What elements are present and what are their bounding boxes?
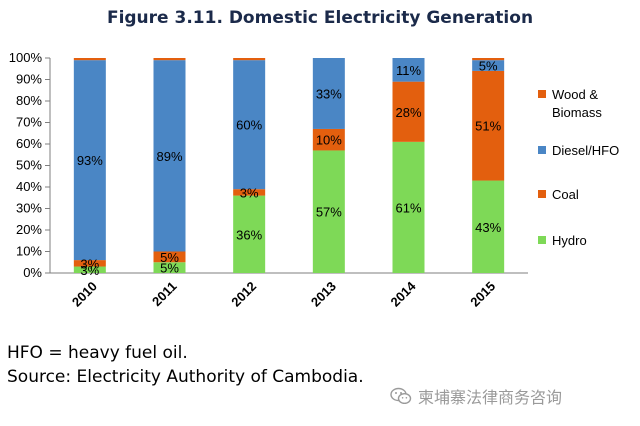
bar-diesel-hfo-2012 — [233, 60, 266, 190]
data-label: 33% — [316, 86, 342, 101]
y-tick-label: 20% — [16, 222, 42, 237]
legend-swatch — [538, 236, 546, 244]
y-tick-label: 80% — [16, 93, 42, 108]
legend-label: Wood & — [552, 87, 598, 102]
bar-wood-biomass-2011 — [153, 58, 186, 61]
watermark: 柬埔寨法律商务咨询 — [390, 384, 562, 408]
bar-coal-2011 — [153, 251, 186, 263]
bar-coal-2015 — [472, 70, 505, 181]
legend-swatch — [538, 90, 546, 98]
data-label: 93% — [77, 153, 103, 168]
bar-hydro-2015 — [472, 180, 505, 273]
data-label: 11% — [396, 63, 421, 78]
y-tick-label: 100% — [9, 50, 43, 65]
note-source: Source: Electricity Authority of Cambodi… — [7, 367, 364, 387]
data-label: 10% — [316, 133, 342, 148]
data-label: 5% — [479, 59, 498, 74]
bar-wood-biomass-2012 — [233, 58, 266, 61]
bar-coal-2013 — [312, 128, 345, 151]
legend-swatch — [538, 190, 546, 198]
bar-diesel-hfo-2015 — [472, 60, 505, 71]
bar-hydro-2011 — [153, 262, 186, 273]
data-label: 60% — [236, 118, 262, 133]
x-tick-label: 2015 — [467, 279, 498, 310]
legend-label: Hydro — [552, 233, 587, 248]
data-label: 3% — [80, 263, 99, 278]
legend-swatch — [538, 146, 546, 154]
data-label: 89% — [156, 149, 182, 164]
bar-wood-biomass-2015 — [472, 58, 505, 61]
y-tick-label: 40% — [16, 179, 42, 194]
note-hfo: HFO = heavy fuel oil. — [7, 343, 188, 363]
y-tick-label: 70% — [16, 115, 42, 130]
x-tick-label: 2011 — [149, 279, 180, 310]
x-tick-label: 2010 — [69, 279, 100, 310]
data-label: 57% — [316, 205, 342, 220]
data-label: 28% — [395, 105, 421, 120]
y-tick-label: 0% — [23, 265, 42, 280]
bar-coal-2014 — [392, 81, 425, 142]
bar-coal-2010 — [73, 260, 106, 267]
x-tick-label: 2014 — [388, 278, 420, 310]
watermark-text: 柬埔寨法律商务咨询 — [418, 388, 563, 407]
data-label: 3% — [240, 185, 259, 200]
bar-diesel-hfo-2010 — [73, 60, 106, 261]
bar-coal-2012 — [233, 189, 266, 196]
data-label: 61% — [395, 200, 421, 215]
bar-wood-biomass-2010 — [73, 58, 106, 61]
data-label: 36% — [236, 227, 262, 242]
wechat-icon — [390, 387, 412, 405]
chart-title: Figure 3.11. Domestic Electricity Genera… — [106, 8, 534, 28]
data-label: 3% — [80, 256, 99, 271]
data-label: 51% — [475, 119, 501, 134]
bar-diesel-hfo-2011 — [153, 60, 186, 252]
y-tick-label: 10% — [16, 244, 42, 259]
data-label: 43% — [475, 220, 501, 235]
data-label: 5% — [160, 250, 179, 265]
bar-hydro-2010 — [73, 266, 106, 273]
data-label: 5% — [160, 261, 179, 276]
y-tick-label: 90% — [16, 72, 42, 87]
bar-hydro-2014 — [392, 141, 425, 273]
x-tick-label: 2013 — [308, 279, 339, 310]
y-tick-label: 50% — [16, 158, 42, 173]
x-tick-label: 2012 — [228, 279, 259, 310]
y-tick-label: 30% — [16, 201, 42, 216]
stacked-bar-chart: 0%10%20%30%40%50%60%70%80%90%100%3%3%93%… — [9, 50, 619, 310]
bar-diesel-hfo-2014 — [392, 58, 425, 82]
bar-hydro-2012 — [233, 195, 266, 273]
legend-label: Biomass — [552, 105, 602, 120]
y-tick-label: 60% — [16, 136, 42, 151]
legend-label: Diesel/HFO — [552, 143, 619, 158]
legend-label: Coal — [552, 187, 579, 202]
bar-diesel-hfo-2013 — [312, 58, 345, 129]
bar-hydro-2013 — [312, 150, 345, 273]
chart-notes: HFO = heavy fuel oil. Source: Electricit… — [7, 341, 364, 389]
